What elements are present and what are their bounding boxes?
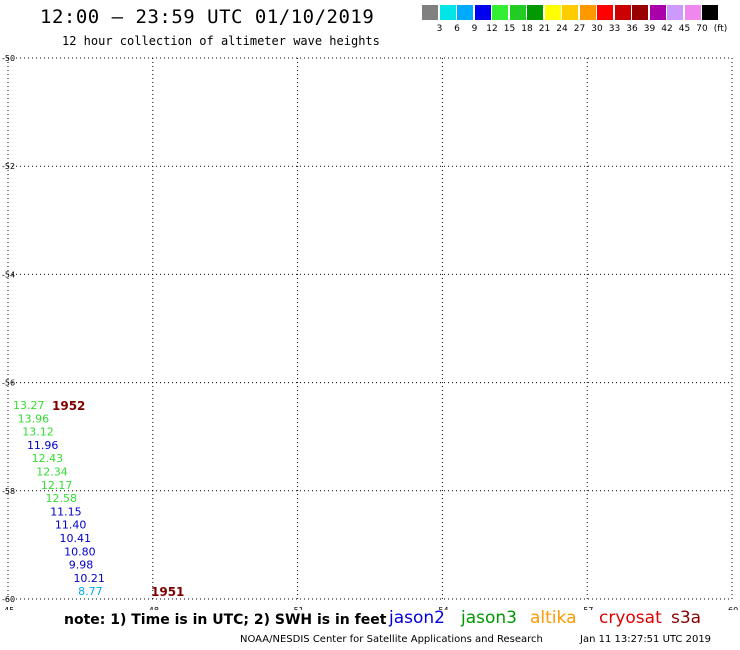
map-plot: -50 -52 -54 -56 -58 -60 45 48 51 54 57 60 13.2713.96… xyxy=(2,54,738,610)
lon-tick-label: 57 xyxy=(583,606,593,610)
colorbar-label: 6 xyxy=(454,24,460,34)
colorbar-label: 42 xyxy=(661,24,673,34)
colorbar-label: 45 xyxy=(678,24,691,34)
colorbar-swatch xyxy=(527,5,543,20)
lon-tick-label: 54 xyxy=(438,606,448,610)
lat-tick-label: -60 xyxy=(2,595,15,604)
colorbar-swatch xyxy=(579,5,596,20)
subtitle: 12 hour collection of altimeter wave hei… xyxy=(62,34,380,48)
lon-tick-label: 51 xyxy=(294,606,304,610)
colorbar-label: 9 xyxy=(471,24,478,34)
wave-height-label: 10.21 xyxy=(73,572,105,585)
satellite-label: jason2 xyxy=(389,608,445,628)
note-text: note: 1) Time is in UTC; 2) SWH is in fe… xyxy=(64,612,387,628)
wave-height-label: 13.27 xyxy=(13,399,45,412)
credit-text: NOAA/NESDIS Center for Satellite Applica… xyxy=(240,634,543,645)
satellite-label: jason3 xyxy=(461,608,517,628)
wave-height-label: 12.17 xyxy=(41,479,73,492)
colorbar-label: 21 xyxy=(538,24,551,34)
colorbar-swatch xyxy=(439,5,456,20)
colorbar-label: 18 xyxy=(521,24,533,34)
colorbar-swatch xyxy=(457,5,473,20)
colorbar-label: 33 xyxy=(608,24,621,34)
pass-time-label: 1951 xyxy=(151,585,184,599)
colorbar-label: 30 xyxy=(591,24,603,34)
wave-height-label: 11.40 xyxy=(55,519,87,532)
colorbar-swatch xyxy=(614,5,631,20)
wave-height-label: 13.96 xyxy=(18,412,50,425)
wave-height-label: 11.96 xyxy=(27,439,59,452)
colorbar-swatch xyxy=(562,5,578,20)
pass-time-label: 1952 xyxy=(52,399,85,413)
satellite-label: s3a xyxy=(671,608,702,628)
colorbar-swatch xyxy=(632,5,648,20)
wave-height-label: 13.12 xyxy=(22,426,54,439)
lon-tick-label: 45 xyxy=(4,606,14,610)
title: 12:00 – 23:59 UTC 01/10/2019 xyxy=(40,6,375,28)
colorbar-label: 27 xyxy=(573,24,586,34)
colorbar-swatch xyxy=(597,5,613,20)
wave-height-label: 12.43 xyxy=(32,452,63,465)
lat-tick-label: -50 xyxy=(2,54,15,63)
wave-height-label: 12.34 xyxy=(36,466,68,479)
colorbar-label: 39 xyxy=(643,24,656,34)
colorbar-swatch xyxy=(649,5,666,20)
lon-tick-label: 60 xyxy=(728,606,738,610)
satellite-label: altika xyxy=(530,608,577,628)
colorbar-swatch xyxy=(667,5,683,20)
colorbar-swatch xyxy=(544,5,561,20)
colorbar-label: 15 xyxy=(503,24,516,34)
colorbar-swatch xyxy=(509,5,526,20)
timestamp-text: Jan 11 13:27:51 UTC 2019 xyxy=(580,634,712,645)
lat-tick-label: -56 xyxy=(2,379,15,388)
colorbar-swatch xyxy=(702,5,718,20)
colorbar-label: 3 xyxy=(436,24,443,34)
wave-height-label: 10.80 xyxy=(64,545,96,558)
colorbar-swatch xyxy=(684,5,701,20)
wave-height-label: 11.15 xyxy=(50,505,81,518)
wave-height-label: 9.98 xyxy=(69,559,94,572)
lon-tick-label: 48 xyxy=(149,606,159,610)
colorbar-label: 12 xyxy=(486,24,498,34)
colorbar-swatch xyxy=(474,5,491,20)
colorbar-label: 36 xyxy=(626,24,638,34)
colorbar-label: 24 xyxy=(556,24,568,34)
wave-height-label: 12.58 xyxy=(46,492,78,505)
lat-tick-label: -58 xyxy=(2,487,15,496)
colorbar-swatch xyxy=(422,5,438,20)
colorbar-unit: (ft) xyxy=(713,24,728,34)
lat-tick-label: -52 xyxy=(2,162,15,171)
satellite-label: cryosat xyxy=(599,608,662,628)
wave-height-label: 10.41 xyxy=(60,532,92,545)
colorbar-label: 70 xyxy=(696,24,708,34)
colorbar-swatch xyxy=(492,5,508,20)
wave-height-label: 8.77 xyxy=(78,585,103,598)
lat-tick-label: -54 xyxy=(2,270,15,279)
